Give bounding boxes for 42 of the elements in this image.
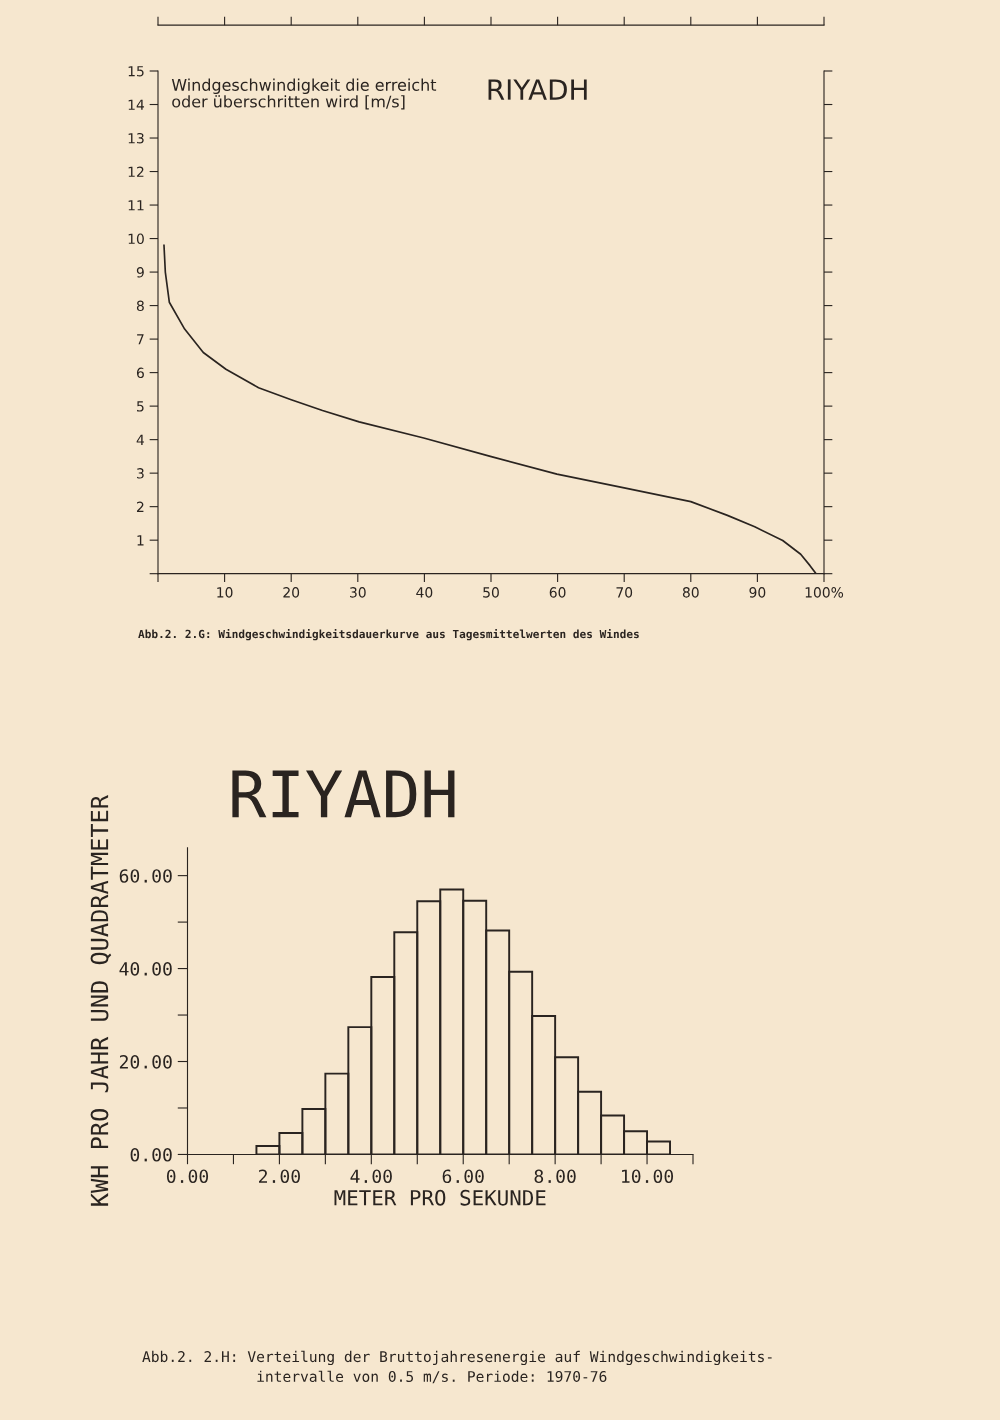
x-tick-label: 8.00: [534, 1169, 576, 1184]
y-axis-title: Windgeschwindigkeit die erreicht oder überschritten wird [m/s]: [171, 78, 437, 110]
y-tick-label: 12: [128, 166, 144, 177]
x-tick-label: 10: [217, 587, 233, 598]
y-tick-label: 14: [128, 99, 145, 110]
y-tick-label: 6: [136, 367, 144, 379]
y-tick-label: 10: [128, 233, 144, 245]
y-tick-label: 15: [128, 66, 144, 77]
y-tick-label: 5: [137, 401, 144, 412]
caption: Abb.2. 2.G: Windgeschwindigkeitsdauerkurve aus Tagesmittelwerten des Windes: [138, 628, 639, 641]
y-tick-label: 11: [128, 200, 144, 211]
caption: Abb.2. 2.H: Verteilung der Bruttojahresenergie auf Windgeschwindigkeits- intervalle von 0.5 m/s. Periode: 1970-76: [142, 1350, 772, 1384]
y-tick-label: 4: [136, 434, 145, 445]
x-tick-label: 2.00: [259, 1169, 300, 1184]
y-tick-label: 20.00: [119, 1055, 172, 1069]
x-tick-label: 20: [283, 587, 300, 598]
y-tick-label: 9: [136, 267, 144, 278]
chart-title: RIYADH: [488, 79, 587, 100]
y-tick-label: 8: [136, 300, 144, 312]
y-tick-label: 7: [137, 334, 144, 345]
x-tick-label: 90: [749, 587, 766, 598]
y-axis-title: KWH PRO JAHR UND QUADRATMETER: [90, 794, 112, 1206]
chart-title: RIYADH: [232, 770, 455, 818]
x-tick-label: 70: [616, 587, 633, 598]
x-tick-label: 0.00: [166, 1169, 209, 1184]
x-tick-label: 6.00: [442, 1169, 484, 1184]
y-tick-label: 60.00: [119, 869, 172, 883]
x-tick-label: 60: [549, 587, 566, 598]
x-tick-label: 30: [350, 587, 366, 598]
x-tick-label: 80: [682, 587, 699, 598]
y-tick-label: 13: [128, 132, 144, 144]
x-tick-label: 50: [483, 587, 499, 598]
y-tick-label: 40.00: [119, 962, 172, 976]
x-axis-title: METER PRO SEKUNDE: [334, 1189, 546, 1206]
x-tick-label: 4.00: [350, 1169, 392, 1184]
y-tick-label: 0.00: [130, 1147, 172, 1162]
y-tick-label: 3: [137, 468, 144, 479]
x-tick-label: 40: [416, 587, 433, 598]
y-tick-label: 2: [136, 501, 144, 512]
x-tick-label: 100%: [805, 587, 844, 598]
y-tick-label: 1: [137, 535, 144, 546]
x-tick-label: 10.00: [622, 1169, 674, 1184]
